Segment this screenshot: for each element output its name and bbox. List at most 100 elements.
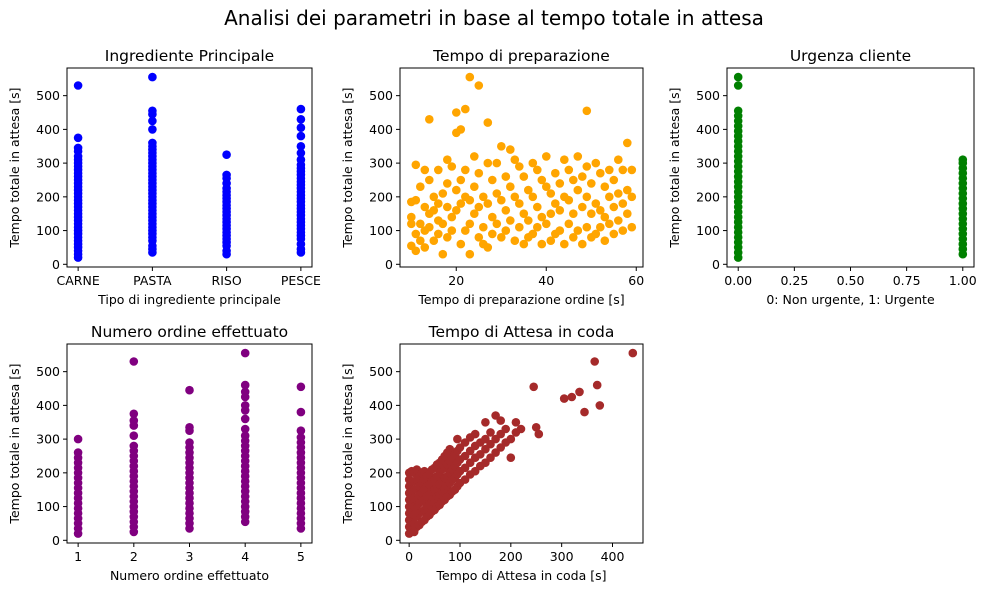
data-point xyxy=(447,226,457,235)
x-tick-label: PESCE xyxy=(281,273,321,288)
urgenza-ylabel: Tempo totale in attesa [s] xyxy=(667,87,682,248)
data-point xyxy=(542,219,551,229)
data-point xyxy=(614,155,623,164)
data-point xyxy=(958,155,968,164)
y-tick-label: 0 xyxy=(52,257,60,272)
data-point xyxy=(618,226,628,235)
data-point xyxy=(73,448,83,457)
data-point xyxy=(582,192,592,202)
data-point xyxy=(438,249,448,259)
data-point xyxy=(185,423,194,432)
data-point xyxy=(623,185,632,195)
data-point xyxy=(578,239,587,249)
data-point xyxy=(600,182,610,191)
data-point xyxy=(73,133,83,143)
data-point xyxy=(528,192,538,202)
subplot-ingrediente: 0 100 200 300 400 500 CARNE PASTA RISO PESCE Ingre… xyxy=(7,47,321,307)
data-point xyxy=(506,216,515,225)
x-tick-label: 0.00 xyxy=(724,273,752,288)
urgenza-xlabel: 0: Non urgente, 1: Urgente xyxy=(766,292,935,307)
coda-axes-frame xyxy=(399,343,644,544)
data-point xyxy=(129,416,139,425)
x-tick-label: 20 xyxy=(448,273,464,288)
data-point xyxy=(591,199,601,208)
x-tick-label: 100 xyxy=(448,549,472,564)
data-point xyxy=(296,104,306,114)
data-point xyxy=(510,192,520,202)
data-point xyxy=(420,243,430,252)
data-point xyxy=(429,236,439,245)
data-point xyxy=(618,165,628,175)
data-point xyxy=(596,206,605,215)
data-point xyxy=(515,199,524,208)
y-tick-label: 400 xyxy=(369,122,393,137)
y-tick-label: 400 xyxy=(696,122,720,137)
data-point xyxy=(407,219,416,229)
data-point xyxy=(185,438,194,447)
data-point xyxy=(592,380,602,390)
coda-points xyxy=(404,348,638,538)
data-point xyxy=(73,81,83,90)
y-tick-label: 100 xyxy=(369,223,393,238)
data-point xyxy=(528,158,538,168)
data-point xyxy=(567,392,577,402)
data-point xyxy=(483,158,493,168)
urgenza-title: Urgenza cliente xyxy=(790,47,911,65)
data-point xyxy=(416,236,425,245)
numero-title: Numero ordine effettuato xyxy=(91,323,288,341)
data-point xyxy=(596,168,605,178)
data-point xyxy=(240,424,250,434)
data-point xyxy=(501,206,511,215)
y-tick-label: 500 xyxy=(369,364,393,379)
y-tick-label: 300 xyxy=(696,156,720,171)
data-point xyxy=(420,165,430,175)
x-tick-label: 300 xyxy=(550,549,574,564)
data-point xyxy=(443,202,452,212)
y-tick-label: 200 xyxy=(36,189,60,204)
preparazione-axes-frame xyxy=(399,67,644,268)
data-point xyxy=(465,249,475,259)
y-tick-label: 100 xyxy=(36,223,60,238)
x-tick-label: 1 xyxy=(74,549,82,564)
y-tick-label: 200 xyxy=(36,465,60,480)
data-point xyxy=(443,179,452,188)
data-point xyxy=(506,453,516,463)
data-point xyxy=(591,229,601,239)
data-point xyxy=(452,185,461,195)
urgenza-points xyxy=(733,72,968,262)
data-point xyxy=(470,209,479,218)
coda-xlabel: Tempo di Attesa in coda [s] xyxy=(435,568,606,583)
data-point xyxy=(474,202,484,212)
data-point xyxy=(461,104,470,114)
data-point xyxy=(492,189,502,198)
data-point xyxy=(296,123,306,132)
data-point xyxy=(453,434,462,444)
data-point xyxy=(296,433,306,442)
data-point xyxy=(573,152,583,161)
x-tick-label: PASTA xyxy=(133,273,172,288)
data-point xyxy=(240,387,250,397)
data-point xyxy=(542,182,551,191)
numero-ylabel: Tempo totale in attesa [s] xyxy=(7,363,22,524)
y-tick-label: 0 xyxy=(385,257,393,272)
y-tick-label: 100 xyxy=(369,499,393,514)
data-point xyxy=(555,206,565,215)
data-point xyxy=(546,189,556,198)
data-point xyxy=(533,222,542,232)
data-point xyxy=(470,182,479,191)
data-point xyxy=(486,428,495,437)
data-point xyxy=(411,229,421,239)
data-point xyxy=(73,434,83,444)
data-point xyxy=(438,189,448,198)
data-point xyxy=(411,246,421,256)
data-point xyxy=(537,175,547,185)
data-point xyxy=(456,175,466,185)
data-point xyxy=(733,106,743,116)
coda-title: Tempo di Attesa in coda xyxy=(428,323,615,341)
ingrediente-xlabel: Tipo di ingrediente principale xyxy=(97,292,281,307)
data-point xyxy=(510,236,520,245)
x-tick-label: 200 xyxy=(499,549,523,564)
data-point xyxy=(534,429,544,439)
data-point xyxy=(519,209,529,218)
data-point xyxy=(296,142,306,151)
